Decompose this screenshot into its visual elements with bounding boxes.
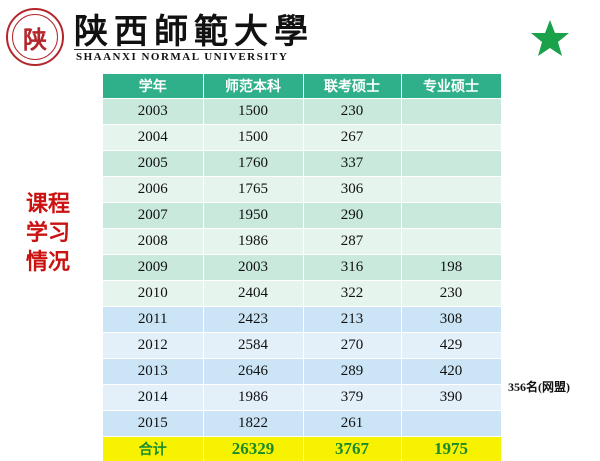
table-cell: 1986 <box>203 385 303 411</box>
table-cell: 316 <box>303 255 401 281</box>
table-cell: 379 <box>303 385 401 411</box>
table-cell: 2006 <box>103 177 203 203</box>
table-cell <box>401 125 501 151</box>
side-label: 课程 学习 情况 <box>26 190 86 277</box>
table-cell: 2012 <box>103 333 203 359</box>
table-cell: 420 <box>401 359 501 385</box>
logo-divider <box>74 49 254 50</box>
total-exam-master: 3767 <box>303 437 401 461</box>
table-cell: 390 <box>401 385 501 411</box>
star-icon <box>530 18 570 58</box>
side-label-line: 课程 <box>26 190 86 219</box>
table-cell <box>401 177 501 203</box>
table-cell: 289 <box>303 359 401 385</box>
university-name-cn: 陕西師範大學 <box>74 14 314 50</box>
table-cell: 306 <box>303 177 401 203</box>
table-header-row: 学年 师范本科 联考硕士 专业硕士 <box>103 74 501 99</box>
table-cell: 2007 <box>103 203 203 229</box>
table-cell: 213 <box>303 307 401 333</box>
table-cell: 287 <box>303 229 401 255</box>
col-header-professional-master: 专业硕士 <box>401 74 501 99</box>
table-cell: 2011 <box>103 307 203 333</box>
total-label: 合计 <box>103 437 203 461</box>
table-cell: 261 <box>303 411 401 437</box>
table-cell <box>401 203 501 229</box>
table-cell: 1765 <box>203 177 303 203</box>
table-cell <box>401 151 501 177</box>
table-cell <box>401 99 501 125</box>
table-cell: 2404 <box>203 281 303 307</box>
seal-inner: 陕 <box>12 14 58 60</box>
table-cell: 429 <box>401 333 501 359</box>
side-note: 356名(网盟) <box>508 378 570 395</box>
col-header-exam-master: 联考硕士 <box>303 74 401 99</box>
table-cell <box>401 229 501 255</box>
total-normal-undergrad: 26329 <box>203 437 303 461</box>
table-cell: 2010 <box>103 281 203 307</box>
table-cell: 198 <box>401 255 501 281</box>
table-cell: 1950 <box>203 203 303 229</box>
university-name-en: SHAANXI NORMAL UNIVERSITY <box>76 51 288 63</box>
university-seal-logo: 陕 <box>6 8 64 66</box>
table-cell: 308 <box>401 307 501 333</box>
table-cell: 2005 <box>103 151 203 177</box>
table-cell: 2423 <box>203 307 303 333</box>
table-cell <box>401 411 501 437</box>
table-cell: 2014 <box>103 385 203 411</box>
total-professional-master: 1975 <box>401 437 501 461</box>
side-label-line: 情况 <box>26 248 86 277</box>
table-cell: 1986 <box>203 229 303 255</box>
side-label-line: 学习 <box>26 219 86 248</box>
table-cell: 230 <box>303 99 401 125</box>
table-cell: 2015 <box>103 411 203 437</box>
table-cell: 230 <box>401 281 501 307</box>
table-cell: 267 <box>303 125 401 151</box>
table-cell: 2003 <box>203 255 303 281</box>
table-cell: 270 <box>303 333 401 359</box>
table-cell: 2584 <box>203 333 303 359</box>
table-cell: 2009 <box>103 255 203 281</box>
table-cell: 2008 <box>103 229 203 255</box>
table-cell: 2013 <box>103 359 203 385</box>
table-cell: 322 <box>303 281 401 307</box>
col-header-normal-undergrad: 师范本科 <box>203 74 303 99</box>
table-cell: 1822 <box>203 411 303 437</box>
table-cell: 337 <box>303 151 401 177</box>
table-cell: 2003 <box>103 99 203 125</box>
table-cell: 1760 <box>203 151 303 177</box>
table-cell: 2646 <box>203 359 303 385</box>
table-cell: 290 <box>303 203 401 229</box>
col-header-year: 学年 <box>103 74 203 99</box>
table-cell: 1500 <box>203 125 303 151</box>
table-cell: 2004 <box>103 125 203 151</box>
total-row: 合计 26329 3767 1975 <box>103 437 501 461</box>
table-cell: 1500 <box>203 99 303 125</box>
